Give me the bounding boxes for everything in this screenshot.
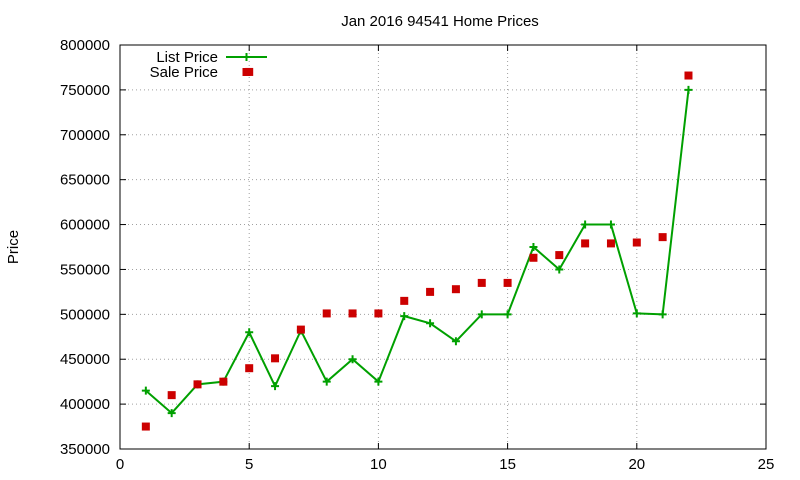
sale-price-point bbox=[451, 285, 460, 294]
y-tick-label: 650000 bbox=[60, 172, 110, 189]
list-price-point bbox=[426, 319, 435, 328]
x-tick-label: 20 bbox=[628, 456, 645, 473]
sale-price-point bbox=[296, 325, 305, 334]
legend-swatch-sale-price bbox=[242, 68, 251, 76]
sale-price-point bbox=[426, 287, 435, 296]
list-price-point bbox=[322, 377, 331, 386]
plot-border bbox=[119, 44, 767, 450]
legend-label-list-price: List Price bbox=[156, 49, 218, 66]
y-tick-label: 500000 bbox=[60, 306, 110, 323]
sale-price-point bbox=[193, 380, 202, 389]
list-price-point bbox=[632, 309, 641, 318]
series-line-list-price bbox=[145, 89, 690, 415]
grid bbox=[120, 45, 766, 449]
y-tick-label: 400000 bbox=[60, 396, 110, 413]
y-tick-label: 550000 bbox=[60, 261, 110, 278]
list-price-point bbox=[684, 85, 693, 94]
chart-title: Jan 2016 94541 Home Prices bbox=[341, 13, 539, 30]
list-price-point bbox=[529, 243, 538, 251]
list-price-point bbox=[555, 265, 564, 274]
y-tick-label: 350000 bbox=[60, 441, 110, 458]
sale-price-point bbox=[400, 296, 409, 305]
list-price-point bbox=[477, 310, 486, 319]
list-price-point bbox=[245, 328, 254, 337]
sale-price-point bbox=[503, 278, 512, 287]
y-tick-label: 700000 bbox=[60, 127, 110, 144]
list-price-point bbox=[348, 355, 357, 364]
sale-price-point bbox=[141, 422, 150, 431]
y-tick-label: 750000 bbox=[60, 82, 110, 99]
legend-label-sale-price: Sale Price bbox=[150, 64, 218, 81]
sale-price-point bbox=[271, 354, 280, 363]
sale-price-point bbox=[374, 309, 383, 318]
sale-price-point bbox=[658, 233, 667, 242]
series-layer bbox=[141, 67, 693, 431]
sale-price-point bbox=[348, 309, 357, 318]
x-tick-label: 15 bbox=[499, 456, 516, 473]
list-price-point bbox=[658, 310, 667, 319]
list-price-point bbox=[503, 310, 512, 319]
sale-price-point bbox=[245, 364, 254, 373]
sale-price-point bbox=[322, 309, 331, 318]
sale-price-point bbox=[477, 278, 486, 287]
list-price-point bbox=[400, 312, 409, 321]
sale-price-point bbox=[219, 377, 228, 386]
list-price-point bbox=[581, 220, 590, 229]
sale-price-point bbox=[581, 239, 590, 248]
x-tick-label: 5 bbox=[245, 456, 253, 473]
list-price-point bbox=[271, 382, 280, 391]
legend: List Price Sale Price bbox=[150, 49, 267, 81]
list-price-point bbox=[374, 377, 383, 386]
y-axis-label: Price bbox=[5, 230, 22, 264]
axis-ticks: 0 5 10 15 20 25 350000 400000 450000 500000 550000… bbox=[60, 37, 774, 473]
sale-price-point bbox=[606, 239, 615, 248]
sale-price-point bbox=[529, 253, 538, 262]
sale-price-point bbox=[684, 71, 693, 80]
sale-price-point bbox=[167, 391, 176, 400]
y-tick-label: 450000 bbox=[60, 351, 110, 368]
legend-marker-list-price bbox=[242, 53, 251, 61]
y-tick-label: 800000 bbox=[60, 37, 110, 54]
list-price-point bbox=[606, 220, 615, 229]
list-price-point bbox=[167, 409, 176, 418]
sale-price-point bbox=[555, 251, 564, 260]
list-price-point bbox=[451, 337, 460, 346]
sale-price-point bbox=[632, 238, 641, 247]
list-price-point bbox=[141, 386, 150, 395]
x-tick-label: 0 bbox=[116, 456, 124, 473]
x-tick-label: 25 bbox=[758, 456, 775, 473]
y-tick-label: 600000 bbox=[60, 217, 110, 234]
x-tick-label: 10 bbox=[370, 456, 387, 473]
